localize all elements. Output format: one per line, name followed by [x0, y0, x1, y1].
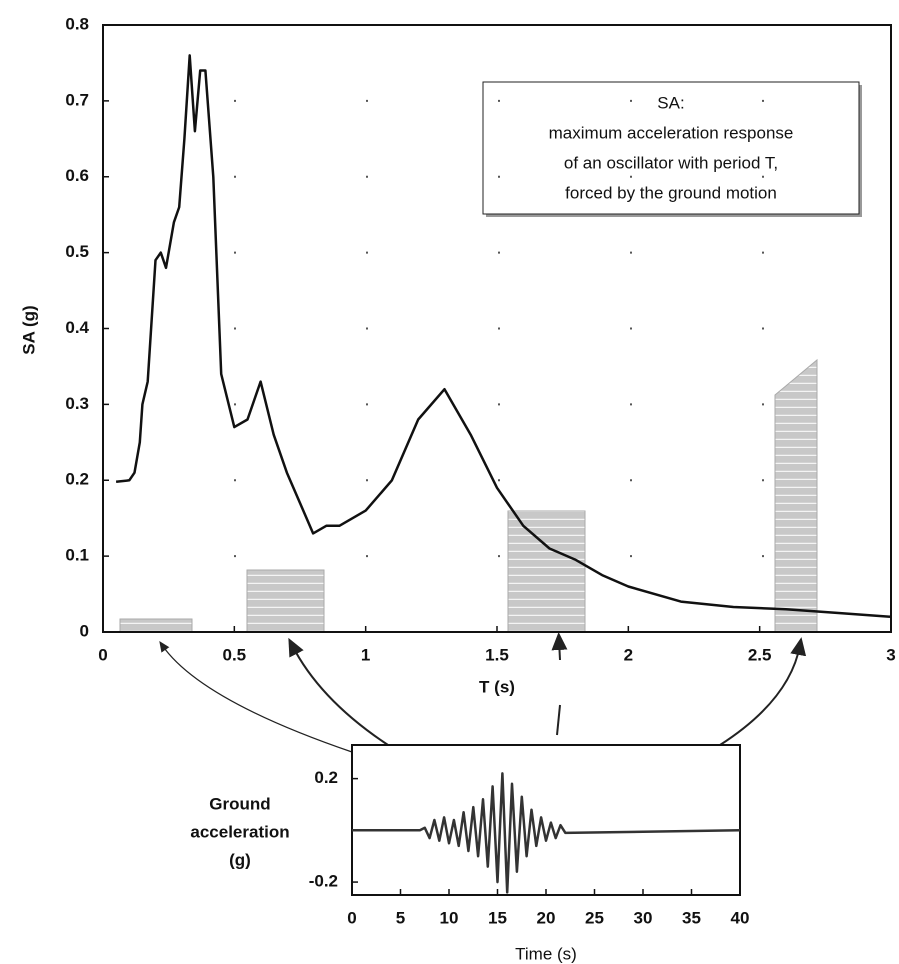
x-tick-label: 20: [537, 908, 556, 927]
building: [246, 569, 325, 633]
y-tick-label: 0.7: [65, 90, 89, 109]
x-tick-label: 40: [731, 908, 750, 927]
annotation-text: SA:: [657, 93, 684, 112]
x-tick-label: 0.5: [223, 645, 247, 664]
arrow: [551, 632, 568, 661]
y-tick-label: 0.5: [65, 242, 89, 261]
data-line: [352, 772, 741, 894]
y-axis-label: SA (g): [19, 305, 38, 354]
building: [774, 358, 818, 633]
arrow: [288, 637, 389, 746]
annotation-text: of an oscillator with period T,: [564, 153, 778, 172]
building: [507, 510, 586, 633]
arrow: [556, 704, 561, 736]
y-tick-label: 0.2: [314, 768, 338, 787]
x-tick-label: 3: [886, 645, 895, 664]
x-tick-label: 2: [624, 645, 633, 664]
buildings: [119, 358, 818, 633]
y-tick-label: 0.4: [65, 318, 89, 337]
x-axis-label: T (s): [479, 677, 515, 696]
x-tick-label: 0: [347, 908, 356, 927]
y-tick-label: -0.2: [309, 872, 338, 891]
y-axis-label: (g): [229, 850, 251, 869]
x-tick-label: 5: [396, 908, 405, 927]
plot-frame: [102, 24, 892, 633]
x-axis-label: Time (s): [515, 944, 577, 963]
x-tick-label: 1.5: [485, 645, 509, 664]
y-tick-label: 0.3: [65, 394, 89, 413]
annotation-box: [482, 81, 862, 217]
arrow: [159, 641, 353, 753]
arrow: [719, 637, 807, 746]
x-tick-label: 0: [98, 645, 107, 664]
y-tick-label: 0.1: [65, 546, 89, 565]
x-tick-label: 30: [634, 908, 653, 927]
arrows: [159, 632, 807, 753]
annotation-frame: [482, 81, 860, 215]
x-tick-label: 2.5: [748, 645, 772, 664]
y-tick-label: 0.8: [65, 14, 89, 33]
plot-frame: [351, 744, 741, 896]
x-tick-label: 25: [585, 908, 604, 927]
building: [119, 618, 193, 633]
x-tick-label: 15: [488, 908, 507, 927]
annotation-text: maximum acceleration response: [549, 123, 794, 142]
y-tick-label: 0.2: [65, 470, 89, 489]
y-axis-label: Ground: [209, 794, 270, 813]
x-tick-label: 35: [682, 908, 701, 927]
x-tick-label: 10: [440, 908, 459, 927]
y-tick-label: 0.6: [65, 166, 89, 185]
data-line: [115, 54, 892, 619]
x-tick-label: 1: [361, 645, 370, 664]
y-tick-label: 0: [80, 621, 89, 640]
y-axis-label: acceleration: [190, 822, 289, 841]
annotation-text: forced by the ground motion: [565, 183, 777, 202]
